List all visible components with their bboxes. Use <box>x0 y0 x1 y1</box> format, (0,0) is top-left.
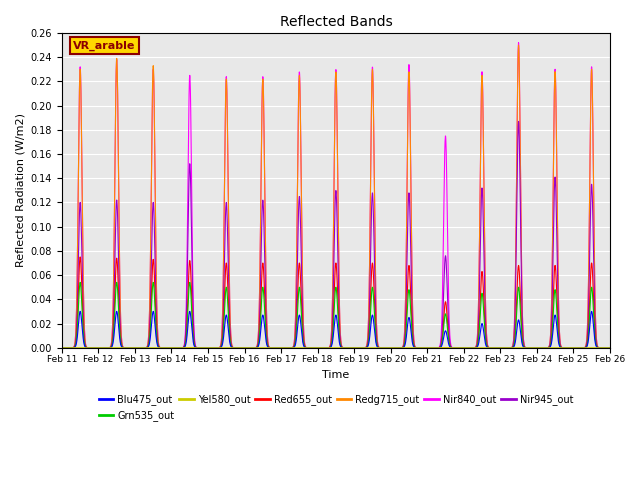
Redg715_out <box>596 345 604 350</box>
Grn535_out <box>595 345 603 350</box>
Y-axis label: Reflected Radiation (W/m2): Reflected Radiation (W/m2) <box>15 113 25 267</box>
Nir945_out <box>58 345 66 350</box>
Nir840_out <box>120 345 128 350</box>
Blu475_out <box>121 345 129 350</box>
Red655_out <box>58 345 66 350</box>
Line: Blu475_out: Blu475_out <box>62 312 610 348</box>
Text: VR_arable: VR_arable <box>73 41 135 51</box>
X-axis label: Time: Time <box>323 370 349 380</box>
Grn535_out <box>292 334 300 340</box>
Nir945_out <box>292 323 300 328</box>
Redg715_out <box>58 345 66 350</box>
Blu475_out <box>606 345 614 350</box>
Nir840_out <box>58 345 66 350</box>
Redg715_out <box>536 345 544 350</box>
Blu475_out <box>292 339 300 345</box>
Yel580_out <box>58 345 66 350</box>
Blu475_out <box>58 345 66 350</box>
Redg715_out <box>292 296 300 302</box>
Nir945_out <box>153 326 161 332</box>
Red655_out <box>595 345 603 350</box>
Redg715_out <box>606 345 614 350</box>
Nir840_out <box>606 345 614 350</box>
Grn535_out <box>58 345 66 350</box>
Yel580_out <box>536 345 544 350</box>
Nir945_out <box>120 345 128 350</box>
Nir945_out <box>268 345 276 350</box>
Yel580_out <box>292 345 300 350</box>
Grn535_out <box>536 345 544 350</box>
Line: Nir840_out: Nir840_out <box>62 43 610 348</box>
Line: Red655_out: Red655_out <box>62 257 610 348</box>
Redg715_out <box>515 42 522 48</box>
Redg715_out <box>120 345 128 350</box>
Line: Redg715_out: Redg715_out <box>62 45 610 348</box>
Grn535_out <box>606 345 614 350</box>
Yel580_out <box>606 345 614 350</box>
Nir840_out <box>515 40 522 46</box>
Nir945_out <box>515 119 522 124</box>
Grn535_out <box>268 345 276 350</box>
Yel580_out <box>153 345 161 350</box>
Nir840_out <box>153 309 161 314</box>
Grn535_out <box>153 338 161 344</box>
Red655_out <box>76 254 84 260</box>
Legend: Blu475_out, Grn535_out, Yel580_out, Red655_out, Redg715_out, Nir840_out, Nir945_: Blu475_out, Grn535_out, Yel580_out, Red6… <box>95 390 577 425</box>
Nir840_out <box>595 345 603 350</box>
Nir945_out <box>595 345 603 350</box>
Blu475_out <box>595 345 603 350</box>
Title: Reflected Bands: Reflected Bands <box>280 15 392 29</box>
Red655_out <box>536 345 544 350</box>
Nir945_out <box>536 345 544 350</box>
Blu475_out <box>268 345 276 350</box>
Yel580_out <box>268 345 276 350</box>
Blu475_out <box>536 345 544 350</box>
Nir840_out <box>536 345 544 350</box>
Grn535_out <box>76 279 84 285</box>
Line: Nir945_out: Nir945_out <box>62 121 610 348</box>
Redg715_out <box>268 345 276 350</box>
Yel580_out <box>120 345 128 350</box>
Red655_out <box>153 336 161 341</box>
Redg715_out <box>186 345 194 350</box>
Nir840_out <box>292 304 300 310</box>
Blu475_out <box>153 341 161 347</box>
Yel580_out <box>595 345 603 350</box>
Red655_out <box>121 345 129 350</box>
Redg715_out <box>153 308 161 314</box>
Nir840_out <box>268 345 276 350</box>
Blu475_out <box>76 309 84 314</box>
Red655_out <box>268 345 276 350</box>
Red655_out <box>292 330 300 336</box>
Nir945_out <box>606 345 614 350</box>
Line: Grn535_out: Grn535_out <box>62 282 610 348</box>
Red655_out <box>606 345 614 350</box>
Grn535_out <box>121 345 129 350</box>
